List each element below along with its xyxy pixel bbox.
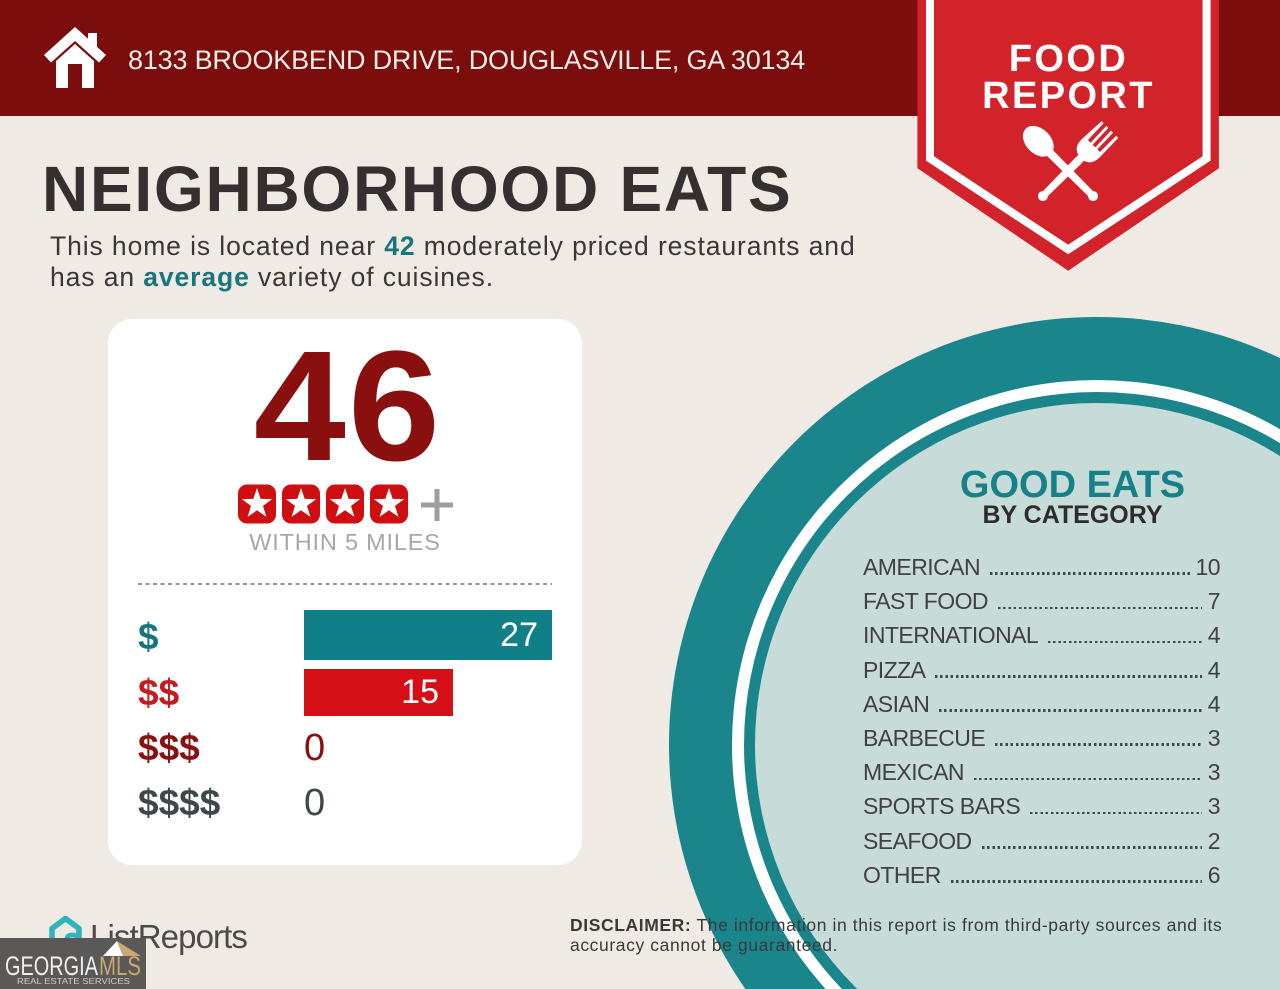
svg-text:GEORGIA: GEORGIA (5, 951, 98, 981)
svg-text:MLS: MLS (99, 951, 141, 981)
svg-text:REAL ESTATE SERVICES: REAL ESTATE SERVICES (17, 977, 130, 986)
